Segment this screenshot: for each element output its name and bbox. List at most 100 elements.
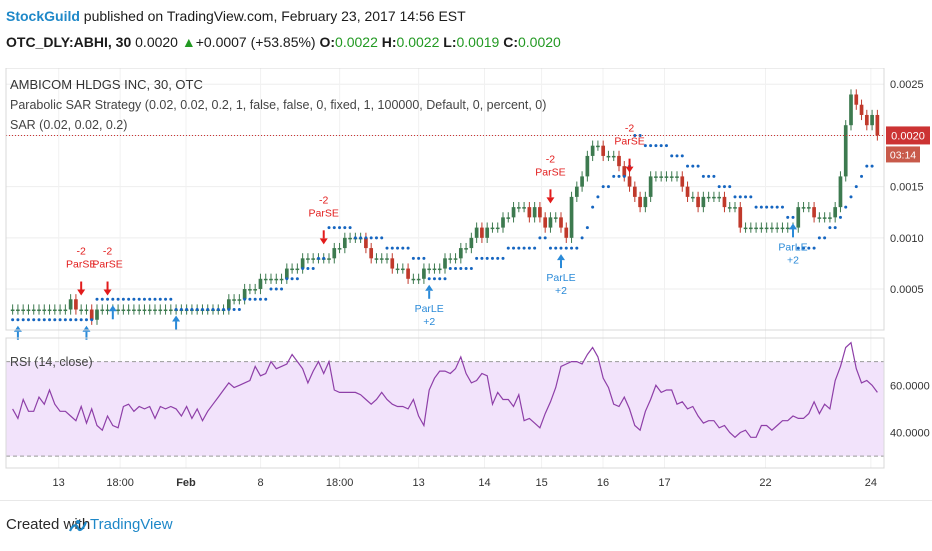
sar-dot: [301, 267, 305, 271]
sar-dot: [564, 246, 568, 250]
sar-dot: [606, 185, 610, 189]
signal-label: +2: [555, 285, 567, 297]
sar-dot: [691, 164, 695, 168]
sar-dot: [200, 308, 204, 312]
long-arrow-icon: [172, 315, 181, 322]
candle-body: [42, 309, 47, 312]
sar-dot: [575, 246, 579, 250]
sar-dot: [280, 287, 284, 291]
sar-dot: [48, 318, 52, 322]
candle-body: [306, 258, 310, 260]
candle-body: [875, 114, 880, 136]
candle-body: [785, 227, 790, 230]
chart-svg[interactable]: -2ParSE-2ParSE-2ParSEParLE+2-2ParSEParLE…: [0, 67, 932, 498]
sar-dot: [707, 174, 711, 178]
sar-dot: [738, 195, 742, 199]
last-price: 0.0020: [135, 34, 178, 50]
candle-body: [680, 176, 685, 187]
candle-body: [822, 217, 827, 219]
rsi-pane: [6, 341, 884, 457]
sar-dot: [32, 318, 36, 322]
short-arrow-icon: [319, 238, 328, 245]
sar-dot: [264, 297, 268, 301]
candle-body: [453, 258, 458, 260]
sar-dot: [295, 277, 299, 281]
candle-body: [295, 268, 300, 271]
candle-body: [585, 155, 590, 177]
tradingview-link[interactable]: TradingView: [90, 516, 173, 533]
rsi-pane-frame: [5, 337, 885, 469]
sar-dot: [74, 318, 78, 322]
candle-body: [796, 207, 801, 228]
candle-body: [501, 217, 505, 228]
candle-body: [369, 248, 374, 259]
candle-body: [21, 309, 26, 312]
sar-dot: [696, 164, 700, 168]
open-label: O:: [319, 34, 336, 50]
sar-dot: [190, 308, 194, 312]
sar-dot: [243, 297, 247, 301]
sar-dot: [612, 174, 616, 178]
close-label: C:: [503, 34, 518, 50]
sar-dot: [285, 277, 289, 281]
sar-dot: [701, 174, 705, 178]
sar-dot: [417, 256, 421, 260]
tradingview-logo-icon: [68, 520, 88, 532]
sar-dot: [775, 205, 779, 209]
sar-dot: [812, 246, 816, 250]
candle-body: [701, 196, 706, 208]
sar-dot: [174, 308, 178, 312]
candle-body: [37, 309, 41, 312]
sar-dot: [185, 308, 189, 312]
sar-dot: [469, 267, 473, 271]
sar-dot: [464, 267, 468, 271]
sar-dot: [237, 308, 241, 312]
symbol-title: AMBICOM HLDGS INC, 30, OTC: [10, 77, 203, 92]
sar-dot: [348, 226, 352, 230]
axes: 0.0005 0.0010 0.0015 0.0020 0.0025 40.0000 60.…: [5, 67, 930, 489]
chart-area[interactable]: -2 ParSE -2 ParSE -2 ParSE ParLE +2 -2 ParSE ParLE…: [0, 67, 932, 498]
price-pane: -2ParSE-2ParSE-2ParSEParLE+2-2ParSEParLE…: [6, 89, 884, 340]
sar-dot: [765, 205, 769, 209]
candle-body: [490, 227, 495, 230]
sar-dot: [322, 256, 326, 260]
author-link[interactable]: StockGuild: [6, 8, 80, 24]
sar-dot: [406, 246, 410, 250]
candle-body: [712, 196, 716, 199]
sar-dot: [659, 144, 663, 148]
candle-body: [332, 248, 337, 259]
short-arrow-icon: [103, 289, 112, 296]
sar-dot: [227, 308, 231, 312]
candle-body: [733, 207, 737, 209]
sar-dot: [232, 308, 236, 312]
ohlc-line: OTC_DLY:ABHI, 30 0.0020 ▲+0.0007 (+53.85…: [6, 34, 561, 50]
sar-dot: [26, 318, 30, 322]
candle-body: [780, 227, 785, 230]
candle-body: [342, 237, 347, 249]
sar-dot: [506, 246, 510, 250]
candle-body: [617, 155, 621, 167]
candle-body: [706, 196, 711, 199]
candle-body: [47, 309, 52, 312]
candle-body: [659, 176, 664, 178]
sar-dot: [780, 205, 784, 209]
sar-dot: [596, 195, 600, 199]
sar-dot: [369, 236, 373, 240]
sar-dot: [116, 297, 120, 301]
sar-dot: [132, 297, 136, 301]
sar-dot: [833, 226, 837, 230]
rsi-band: [6, 361, 884, 457]
sar-dot: [390, 246, 394, 250]
candle-body: [105, 309, 110, 312]
sar-dot: [717, 185, 721, 189]
sar-dot: [111, 297, 115, 301]
candle-body: [52, 309, 57, 312]
sar-dot: [522, 246, 526, 250]
candle-body: [168, 309, 173, 312]
countdown-label: 03:14: [890, 149, 916, 161]
time-tick-label: 17: [658, 477, 670, 489]
candle-body: [300, 258, 305, 269]
signal-label: -2: [546, 153, 555, 165]
sar-dot: [585, 226, 589, 230]
candle-body: [163, 309, 168, 312]
